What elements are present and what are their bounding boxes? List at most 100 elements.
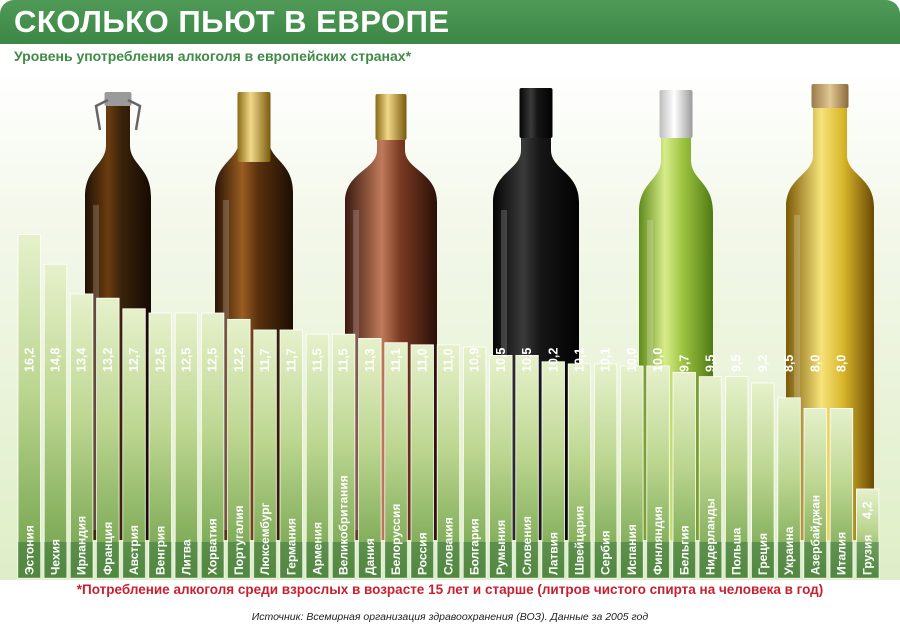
bar-base bbox=[201, 542, 224, 578]
bar bbox=[515, 354, 539, 579]
category-label: Хорватия bbox=[206, 518, 220, 575]
category-label: Латвия bbox=[546, 532, 560, 575]
category-label: Польша bbox=[730, 527, 744, 575]
category-label: Литва bbox=[179, 539, 193, 575]
data-label: 11,3 bbox=[363, 348, 377, 372]
data-label: 10,9 bbox=[468, 348, 482, 372]
category-label: Португалия bbox=[232, 505, 246, 575]
category-label: Бельгия bbox=[677, 525, 691, 575]
bar-base bbox=[96, 542, 120, 578]
data-label: 4,2 bbox=[861, 502, 875, 519]
data-label: 12,5 bbox=[179, 348, 193, 372]
bar-base bbox=[856, 542, 879, 578]
category-label: Финляндия bbox=[651, 506, 665, 575]
footnote: *Потребление алкоголя среди взрослых в в… bbox=[76, 582, 824, 597]
bar bbox=[751, 382, 775, 579]
bar-base bbox=[542, 542, 565, 578]
data-label: 12,5 bbox=[206, 348, 220, 372]
bar-base bbox=[358, 542, 382, 578]
bar bbox=[567, 363, 592, 579]
bar bbox=[279, 329, 303, 579]
data-label: 10,5 bbox=[520, 348, 534, 372]
category-label: Ирландия bbox=[75, 516, 89, 575]
bar-base bbox=[44, 542, 67, 578]
bar bbox=[725, 376, 749, 579]
bar-base bbox=[830, 542, 853, 578]
bar bbox=[672, 371, 696, 579]
data-label: 13,2 bbox=[101, 348, 115, 372]
bar bbox=[122, 308, 146, 579]
bar bbox=[620, 365, 644, 579]
bar bbox=[829, 407, 854, 579]
bar-base bbox=[411, 542, 434, 578]
bar bbox=[594, 363, 618, 579]
category-label: Словения bbox=[520, 516, 534, 575]
data-label: 11,1 bbox=[389, 348, 403, 372]
bar-base bbox=[332, 542, 355, 578]
category-label: Греция bbox=[756, 533, 770, 575]
bar bbox=[489, 354, 513, 579]
bar bbox=[462, 346, 487, 579]
category-label: Грузия bbox=[861, 535, 875, 575]
bar-base bbox=[489, 542, 513, 578]
data-label: 14,8 bbox=[48, 348, 62, 372]
bar-base bbox=[725, 542, 748, 578]
bar bbox=[43, 263, 68, 579]
source-note: Источник: Всемирная организация здравоох… bbox=[251, 611, 649, 623]
bar bbox=[227, 318, 251, 579]
bar-chart: 16,2 Эстония 14,8 Чехия 13,4 Ирландия 13,2 Фран… bbox=[17, 84, 880, 579]
bar-base bbox=[175, 542, 198, 578]
category-label: Чехия bbox=[48, 539, 62, 575]
category-label: Венгрия bbox=[153, 526, 167, 575]
data-label: 10,2 bbox=[546, 348, 560, 372]
category-label: Франция bbox=[101, 522, 115, 575]
data-label: 9,5 bbox=[730, 355, 744, 372]
category-label: Украина bbox=[782, 526, 796, 575]
data-label: 10,0 bbox=[625, 348, 639, 372]
category-label: Швейцария bbox=[572, 506, 586, 575]
bar-base bbox=[568, 542, 591, 578]
category-label: Нидерланды bbox=[703, 498, 717, 575]
bar-base bbox=[515, 542, 539, 578]
category-label: Сербия bbox=[599, 531, 613, 575]
category-label: Дания bbox=[363, 538, 377, 575]
bar bbox=[646, 365, 670, 579]
data-label: 10,1 bbox=[572, 348, 586, 372]
data-label: 12,7 bbox=[127, 348, 141, 372]
data-label: 8,5 bbox=[782, 355, 796, 372]
data-label: 12,2 bbox=[232, 348, 246, 372]
category-label: Румыния bbox=[494, 520, 508, 575]
bar-base bbox=[804, 542, 827, 578]
page-subtitle: Уровень употребления алкоголя в европейс… bbox=[14, 48, 412, 64]
category-label: Белоруссия bbox=[389, 504, 403, 575]
bar bbox=[70, 293, 94, 579]
bar-base bbox=[594, 542, 617, 578]
bar-base bbox=[280, 542, 303, 578]
data-label: 10,5 bbox=[494, 348, 508, 372]
bar-base bbox=[122, 542, 146, 578]
category-label: Болгария bbox=[468, 518, 482, 575]
bar bbox=[17, 234, 41, 579]
bar-base bbox=[18, 542, 41, 578]
subtitle-bar bbox=[0, 44, 900, 70]
data-label: 11,7 bbox=[258, 348, 272, 372]
data-label: 10,0 bbox=[651, 348, 665, 372]
bar bbox=[856, 488, 880, 579]
bar-base bbox=[777, 542, 801, 578]
data-label: 16,2 bbox=[22, 348, 36, 372]
bar-base bbox=[227, 542, 251, 578]
data-label: 9,2 bbox=[756, 355, 770, 372]
bar-base bbox=[673, 542, 696, 578]
swing-top-wire-icon bbox=[94, 98, 142, 131]
bar bbox=[410, 344, 434, 579]
data-label: 11,5 bbox=[310, 348, 324, 372]
data-label: 11,5 bbox=[337, 348, 351, 372]
bar-base bbox=[306, 542, 329, 578]
data-label: 13,4 bbox=[75, 348, 89, 372]
data-label: 11,0 bbox=[441, 348, 455, 372]
category-label: Армения bbox=[310, 522, 324, 575]
bar bbox=[174, 312, 199, 579]
data-label: 10,1 bbox=[599, 348, 613, 372]
bar-base bbox=[463, 542, 486, 578]
